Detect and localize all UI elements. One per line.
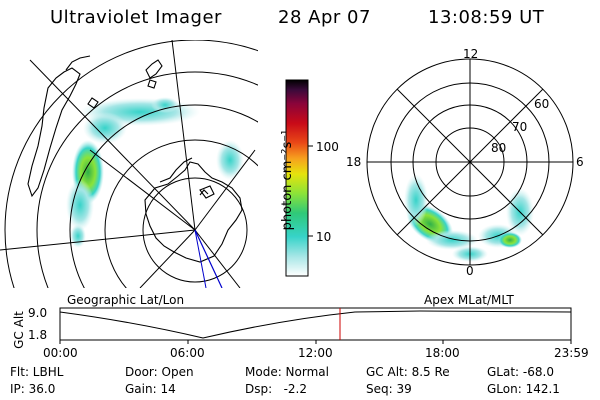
mlat-label-60: 60 [534, 97, 550, 111]
timeline-ylabel: GC Alt [12, 311, 26, 349]
timeline-xtick-1200: 12:00 [298, 346, 333, 360]
status-door: Door: Open [125, 365, 194, 379]
status-glon: GLon: 142.1 [487, 382, 560, 396]
mlt-label-18: 18 [346, 155, 362, 169]
mag-panel-label: Apex MLat/MLT [424, 293, 514, 307]
geo-orbit-track [194, 229, 223, 288]
timeline-altitude-curve [59, 310, 572, 339]
timeline-ytick-bottom: 1.8 [28, 328, 48, 342]
mlt-label-6: 6 [576, 155, 584, 169]
colorbar [285, 79, 313, 277]
mag-grid [366, 58, 574, 266]
status-ip: IP: 36.0 [10, 382, 56, 396]
status-gc-alt: GC Alt: 8.5 Re [366, 365, 450, 379]
mlat-label-80: 80 [491, 141, 507, 155]
geo-aurora-oval [66, 97, 244, 248]
geo-graticule [0, 40, 258, 288]
instrument-title: Ultraviolet Imager [50, 7, 222, 28]
time-label: 13:08:59 UT [428, 7, 545, 28]
status-mode: Mode: Normal [245, 365, 329, 379]
colorbar-tick-label-100: 100 [316, 140, 339, 154]
mlt-label-0: 0 [466, 264, 474, 278]
timeline-xtick-0000: 00:00 [43, 346, 78, 360]
date-label: 28 Apr 07 [278, 7, 371, 28]
status-glat: GLat: -68.0 [487, 365, 554, 379]
colorbar-tick-label-10: 10 [316, 230, 332, 244]
timeline-xtick-0600: 06:00 [170, 346, 205, 360]
status-seq: Seq: 39 [366, 382, 412, 396]
mlt-label-12: 12 [463, 47, 479, 61]
geo-panel-label: Geographic Lat/Lon [67, 293, 185, 307]
mlat-label-70: 70 [512, 120, 528, 134]
status-gain: Gain: 14 [125, 382, 176, 396]
status-filter: Flt: LBHL [10, 365, 64, 379]
geo-orbit-track-2 [194, 229, 207, 288]
colorbar-gradient [285, 79, 309, 277]
status-dsp: Dsp: -2.2 [245, 382, 308, 396]
geo-coastlines [27, 55, 243, 263]
timeline-ytick-top: 9.0 [28, 306, 48, 320]
timeline-xtick-1800: 18:00 [425, 346, 460, 360]
timeline-xtick-2359: 23:59 [554, 346, 589, 360]
